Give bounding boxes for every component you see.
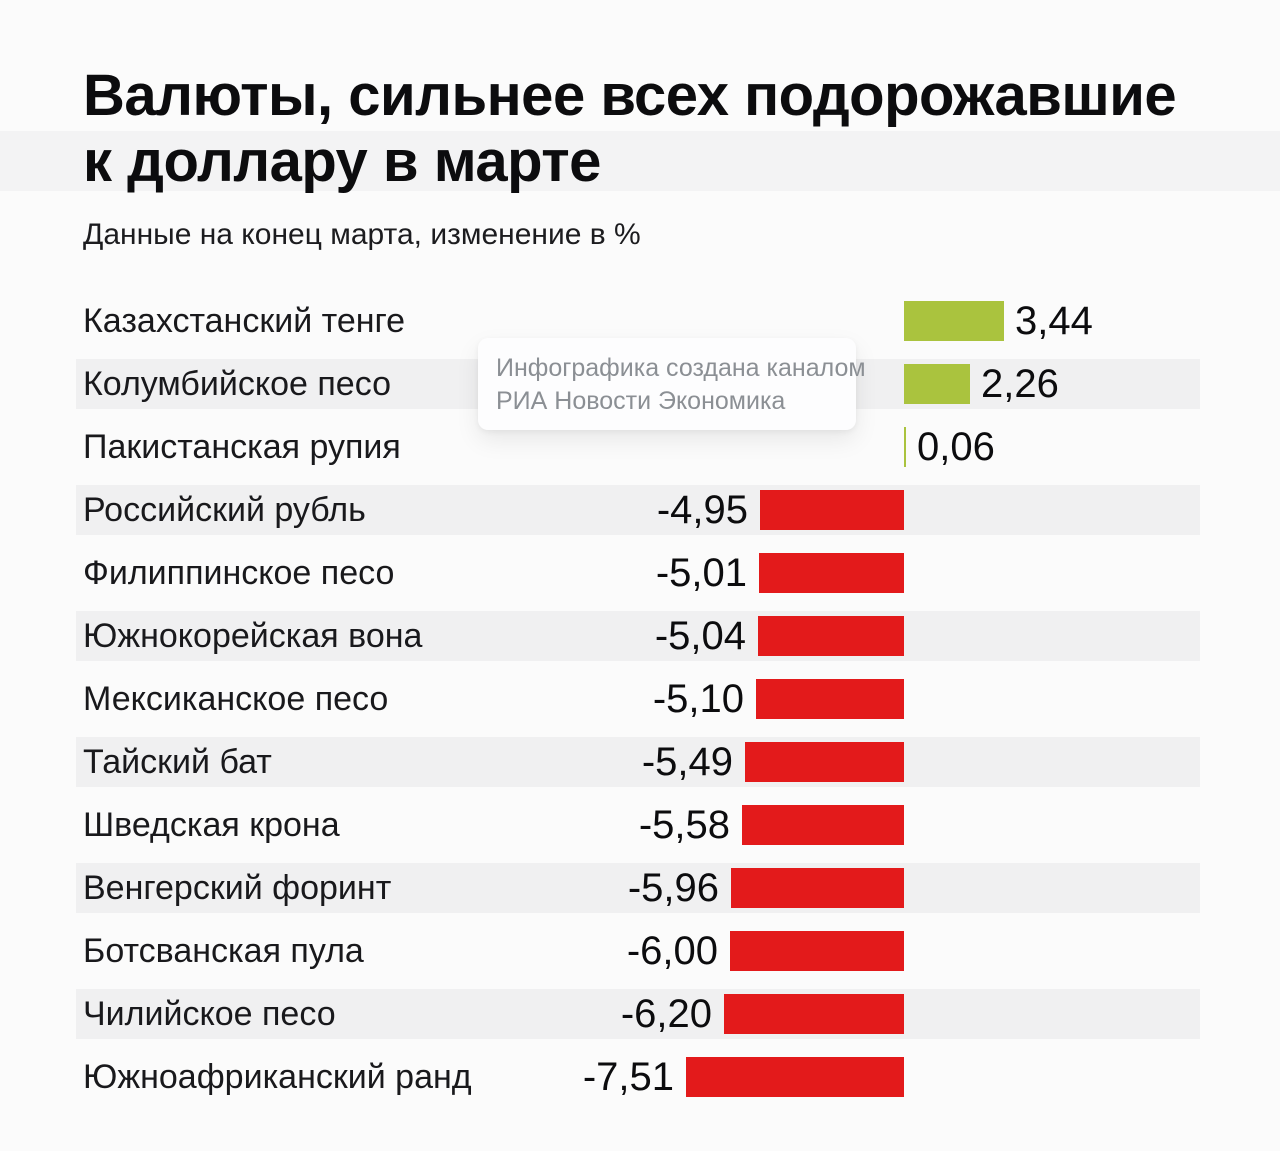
negative-bar bbox=[760, 490, 904, 530]
value-label: -5,04 bbox=[654, 614, 746, 658]
row-stripe bbox=[76, 989, 1200, 1039]
value-label: -5,49 bbox=[641, 740, 733, 784]
negative-bar bbox=[745, 742, 904, 782]
currency-label: Шведская крона bbox=[83, 806, 340, 844]
chart-title-line2: к доллару в марте bbox=[83, 129, 601, 194]
attribution-line2: РИА Новости Экономика bbox=[496, 387, 786, 415]
row-stripe bbox=[76, 485, 1200, 535]
chart-row: Пакистанская рупия 0,06 bbox=[0, 416, 1280, 479]
negative-bar bbox=[756, 679, 904, 719]
chart-row: Тайский бат -5,49 bbox=[0, 731, 1280, 794]
positive-bar bbox=[904, 427, 906, 467]
value-label: -7,51 bbox=[582, 1055, 674, 1099]
negative-bar bbox=[724, 994, 904, 1034]
value-label: 3,44 bbox=[1015, 299, 1093, 343]
chart-row: Чилийское песо -6,20 bbox=[0, 983, 1280, 1046]
negative-bar bbox=[759, 553, 904, 593]
chart-row: Ботсванская пула -6,00 bbox=[0, 920, 1280, 983]
currency-label: Колумбийское песо bbox=[83, 365, 392, 403]
chart-title: Валюты, сильнее всех подорожавшие к долл… bbox=[83, 63, 1177, 195]
currency-label: Тайский бат bbox=[83, 743, 272, 781]
positive-bar bbox=[904, 364, 970, 404]
chart-row: Южнокорейская вона -5,04 bbox=[0, 605, 1280, 668]
value-label: 2,26 bbox=[981, 362, 1059, 406]
negative-bar bbox=[730, 931, 904, 971]
row-stripe bbox=[76, 737, 1200, 787]
chart-row: Казахстанский тенге 3,44 bbox=[0, 290, 1280, 353]
chart-title-line1: Валюты, сильнее всех подорожавшие bbox=[83, 63, 1177, 128]
value-label: 0,06 bbox=[917, 425, 995, 469]
negative-bar bbox=[758, 616, 904, 656]
currency-label: Пакистанская рупия bbox=[83, 428, 401, 466]
currency-label: Мексиканское песо bbox=[83, 680, 389, 718]
chart-row: Мексиканское песо -5,10 bbox=[0, 668, 1280, 731]
value-label: -6,20 bbox=[620, 992, 712, 1036]
chart-row: Шведская крона -5,58 bbox=[0, 794, 1280, 857]
attribution-tooltip: Инфографика создана каналом РИА Новости … bbox=[478, 338, 866, 430]
currency-label: Чилийское песо bbox=[83, 995, 336, 1033]
value-label: -6,00 bbox=[626, 929, 718, 973]
value-label: -5,10 bbox=[652, 677, 744, 721]
negative-bar bbox=[731, 868, 904, 908]
chart-row: Российский рубль -4,95 bbox=[0, 479, 1280, 542]
negative-bar bbox=[686, 1057, 904, 1097]
value-label: -5,96 bbox=[627, 866, 719, 910]
chart-subtitle: Данные на конец марта, изменение в % bbox=[83, 218, 641, 251]
currency-label: Южноафриканский ранд bbox=[83, 1058, 472, 1096]
title-background-band bbox=[0, 131, 1280, 191]
currency-label: Филиппинское песо bbox=[83, 554, 395, 592]
positive-bar bbox=[904, 301, 1004, 341]
chart-row: Филиппинское песо -5,01 bbox=[0, 542, 1280, 605]
currency-label: Казахстанский тенге bbox=[83, 302, 406, 340]
negative-bar bbox=[742, 805, 904, 845]
attribution-line1: Инфографика создана каналом bbox=[496, 354, 866, 382]
value-label: -5,01 bbox=[655, 551, 747, 595]
chart-row: Венгерский форинт -5,96 bbox=[0, 857, 1280, 920]
row-stripe bbox=[76, 611, 1200, 661]
currency-label: Ботсванская пула bbox=[83, 932, 364, 970]
currency-label: Южнокорейская вона bbox=[83, 617, 423, 655]
currency-label: Венгерский форинт bbox=[83, 869, 392, 907]
chart-row: Южноафриканский ранд -7,51 bbox=[0, 1046, 1280, 1109]
currency-label: Российский рубль bbox=[83, 491, 366, 529]
value-label: -4,95 bbox=[656, 488, 748, 532]
value-label: -5,58 bbox=[638, 803, 730, 847]
row-stripe bbox=[76, 863, 1200, 913]
